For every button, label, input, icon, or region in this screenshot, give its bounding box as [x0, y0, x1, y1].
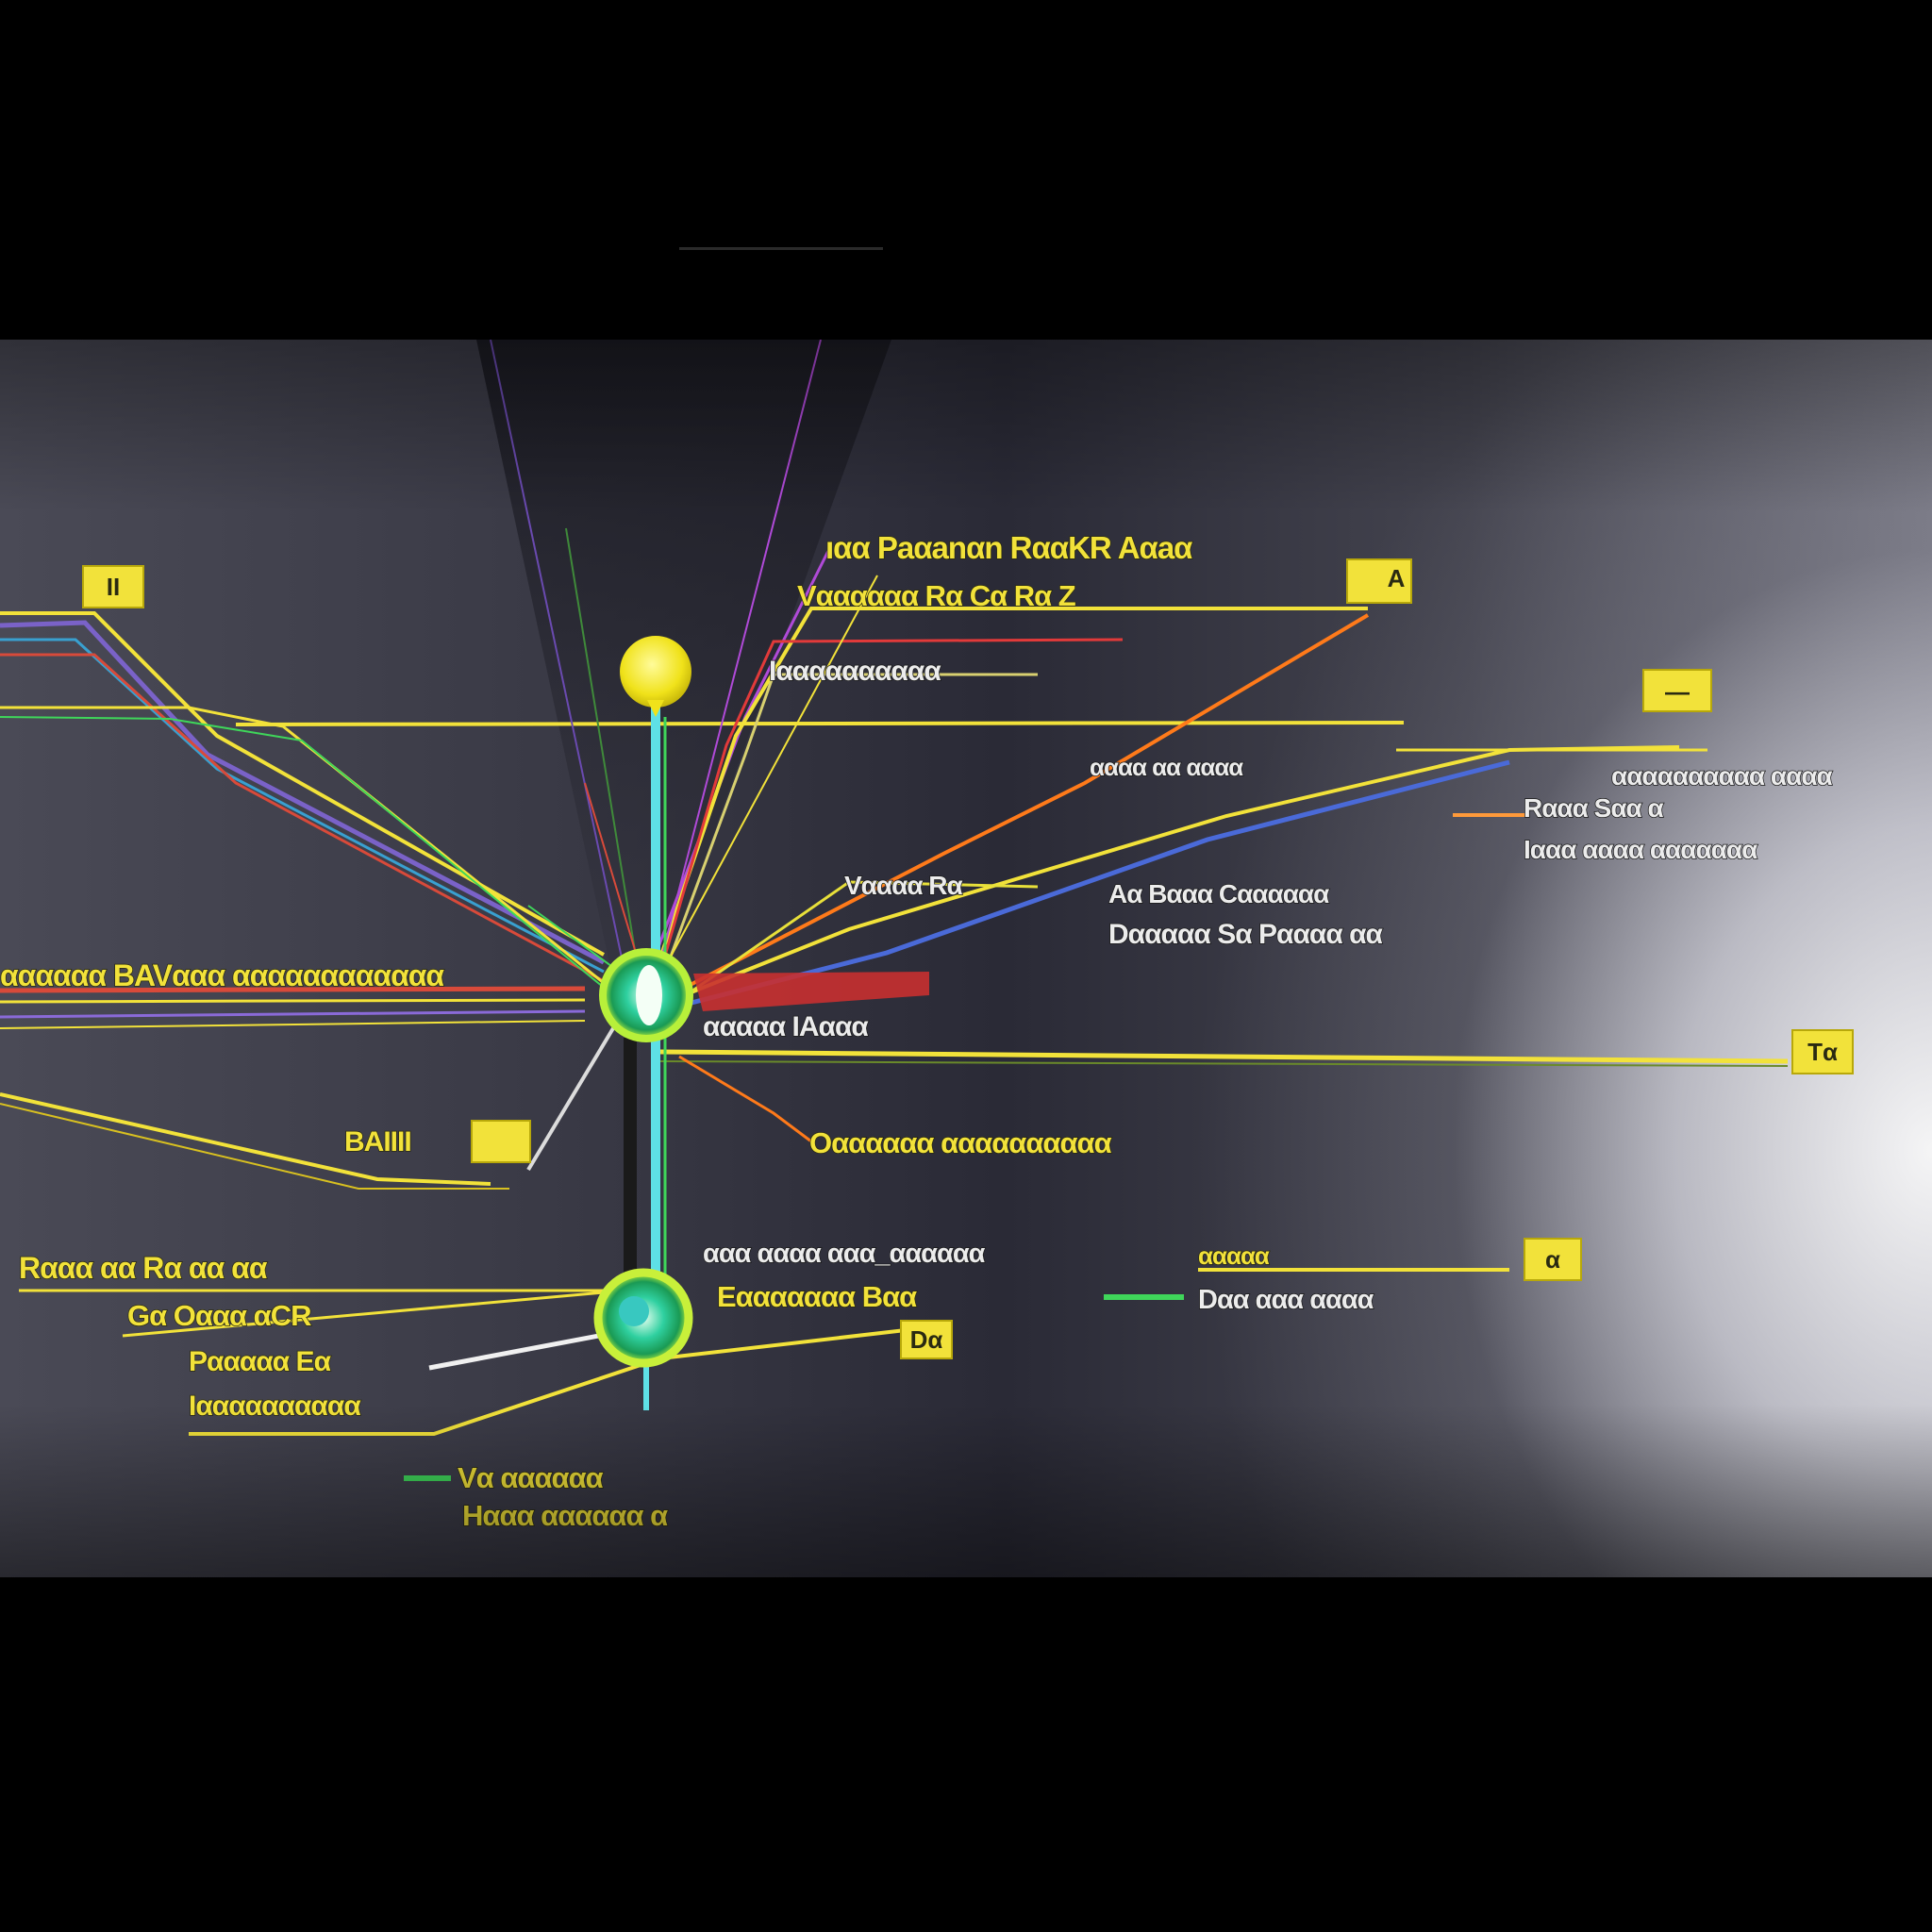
- badge-right-far-text: —: [1665, 677, 1690, 706]
- badge-right-far[interactable]: —: [1642, 669, 1712, 712]
- connector-right-mid: [659, 1049, 1789, 1064]
- connector-low-left-2: [122, 1291, 605, 1338]
- badge-low-center[interactable]: Dα: [900, 1320, 953, 1359]
- connector-to-sub3: [663, 673, 1038, 973]
- fan-line-5: [584, 782, 642, 973]
- connector-center-tag: [678, 880, 1039, 1002]
- badge-right-mid[interactable]: Tα: [1791, 1029, 1854, 1074]
- label-low-right: Dαα ααα αααα: [1198, 1285, 1374, 1315]
- label-low-center1: ααα αααα ααα_αααααα: [703, 1239, 986, 1269]
- lower-hub-node[interactable]: [593, 1268, 693, 1368]
- connector-white-diag: [526, 1026, 615, 1172]
- badge-top-left[interactable]: II: [82, 565, 144, 608]
- label-right-block-l1: αααααααααα αααα: [1611, 761, 1833, 791]
- label-bottom-l1: Vα αααααα: [458, 1461, 604, 1494]
- label-low-left1: Rααα αα Rα αα αα: [19, 1251, 268, 1285]
- fan-line-4: [664, 575, 878, 968]
- label-center-right-l1: Aα Bααα Cαααααα: [1108, 879, 1329, 908]
- badge-left-lower[interactable]: [471, 1120, 531, 1163]
- connector-right-mid-2: [659, 1060, 1789, 1067]
- labels: ıαα Paαanαn RααKR Aαaα Vαααααα Rα Cα Rα …: [0, 529, 1834, 1533]
- label-top-title: ıαα Paαanαn RααKR Aαaα: [825, 530, 1192, 565]
- label-low-right-tag: ααααα: [1198, 1241, 1270, 1270]
- fan-line-3: [659, 340, 822, 963]
- label-top-sub2: Iαααααααααα: [769, 656, 941, 687]
- connector-left-hub-4: [0, 1020, 586, 1029]
- label-low-left4: Iαααααααααα: [189, 1391, 361, 1422]
- top-node[interactable]: [620, 636, 691, 717]
- connector-left-lower-2: [0, 1103, 509, 1190]
- badge-top-right-text: A: [1388, 564, 1406, 592]
- diagram-panel: II A — Tα α D: [0, 340, 1932, 1577]
- connector-top-left-1: [0, 611, 605, 957]
- label-left-hub: αααααα BAVααα αααααααααααα: [0, 958, 444, 992]
- badge-top-left-text: II: [107, 573, 120, 601]
- badge-low-center-text: Dα: [910, 1325, 943, 1354]
- connector-left-hub-3: [0, 1009, 586, 1019]
- connector-top-left-6: [0, 716, 614, 996]
- label-mid-lower: Oαααααα αααααααααα: [809, 1126, 1112, 1159]
- connector-to-sub2: [658, 638, 1124, 973]
- connector-left-hub-1: [0, 986, 586, 993]
- label-right-block-l3: Iααα αααα ααααααα: [1524, 835, 1757, 864]
- badge-top-right[interactable]: A: [1346, 558, 1412, 604]
- label-mid-right1: αααα αα αααα: [1090, 753, 1243, 781]
- label-top-sub1: Vαααααα Rα Cα Rα Z: [797, 579, 1076, 612]
- fan-line-2: [565, 527, 638, 963]
- top-divider: [679, 247, 883, 250]
- label-left-lower-tag: BAIIII: [344, 1126, 411, 1158]
- badge-right-mid-text: Tα: [1807, 1038, 1838, 1066]
- connector-top-left-5: [0, 706, 614, 992]
- connector-mid-lower: [678, 1055, 812, 1143]
- label-center-right-l2: Dααααα Sα Pαααα αα: [1108, 919, 1384, 950]
- label-low-left3: Pααααα Eα: [189, 1346, 332, 1377]
- connector-right-far-blue: [683, 759, 1510, 1008]
- network-diagram: II A — Tα α D: [0, 340, 1854, 1533]
- badge-low-right[interactable]: α: [1524, 1238, 1582, 1281]
- connector-left-lower: [0, 1092, 491, 1186]
- label-center-tag: Vαααα Rα: [844, 871, 963, 900]
- hub-red-band: [693, 972, 929, 1011]
- label-low-center2: Eααααααα Bαα: [717, 1280, 917, 1313]
- label-right-block-l2: Rααα Sαα α: [1524, 793, 1664, 823]
- label-low-left2: Gα Oααα αCR: [127, 1299, 311, 1332]
- connector-low-left-3: [428, 1332, 605, 1371]
- connector-top-left-4: [0, 653, 605, 983]
- connector-orange: [678, 613, 1370, 992]
- label-bottom-l2: Hααα αααααα α: [462, 1499, 668, 1532]
- connector-low-left-4: [189, 1328, 907, 1436]
- connector-top-left-2: [0, 620, 606, 965]
- label-hub-right: ααααα IAααα: [703, 1011, 869, 1042]
- fan-line-1: [490, 340, 624, 963]
- connector-lines: [0, 340, 1789, 1481]
- connector-right-far: [683, 745, 1680, 997]
- connector-horizon: [235, 721, 1405, 726]
- hub-node[interactable]: [599, 948, 693, 1042]
- connector-left-hub-2: [0, 998, 586, 1004]
- badge-low-right-text: α: [1545, 1245, 1560, 1274]
- connector-top-left-3: [0, 638, 605, 974]
